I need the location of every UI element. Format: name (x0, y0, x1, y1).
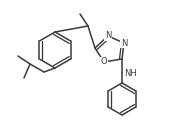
Text: N: N (105, 31, 111, 41)
Text: O: O (101, 57, 107, 66)
Text: N: N (121, 39, 127, 47)
Text: NH: NH (124, 68, 137, 77)
